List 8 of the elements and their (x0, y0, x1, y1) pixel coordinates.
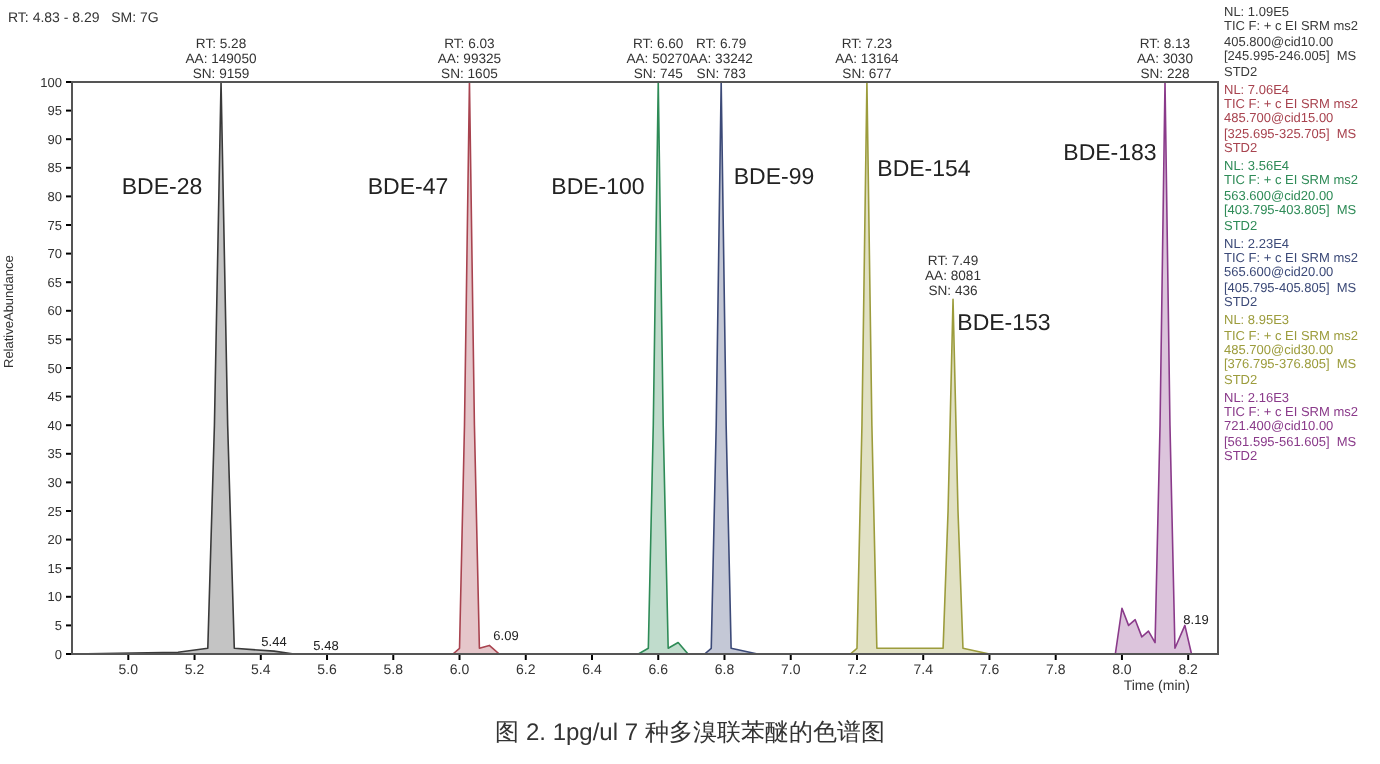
annotation: BDE-99 (733, 166, 815, 190)
annotation: BDE-153 (957, 312, 1051, 336)
annotation: BDE-47 (367, 176, 449, 200)
annotation: BDE-154 (877, 158, 972, 182)
text: 图 2. 1pg/ul 7 种多溴联苯醚的色谱图 (493, 716, 887, 750)
annotation: BDE-100 (551, 176, 645, 200)
annotation: BDE-183 (1063, 142, 1157, 166)
annotation: BDE-28 (121, 176, 203, 200)
